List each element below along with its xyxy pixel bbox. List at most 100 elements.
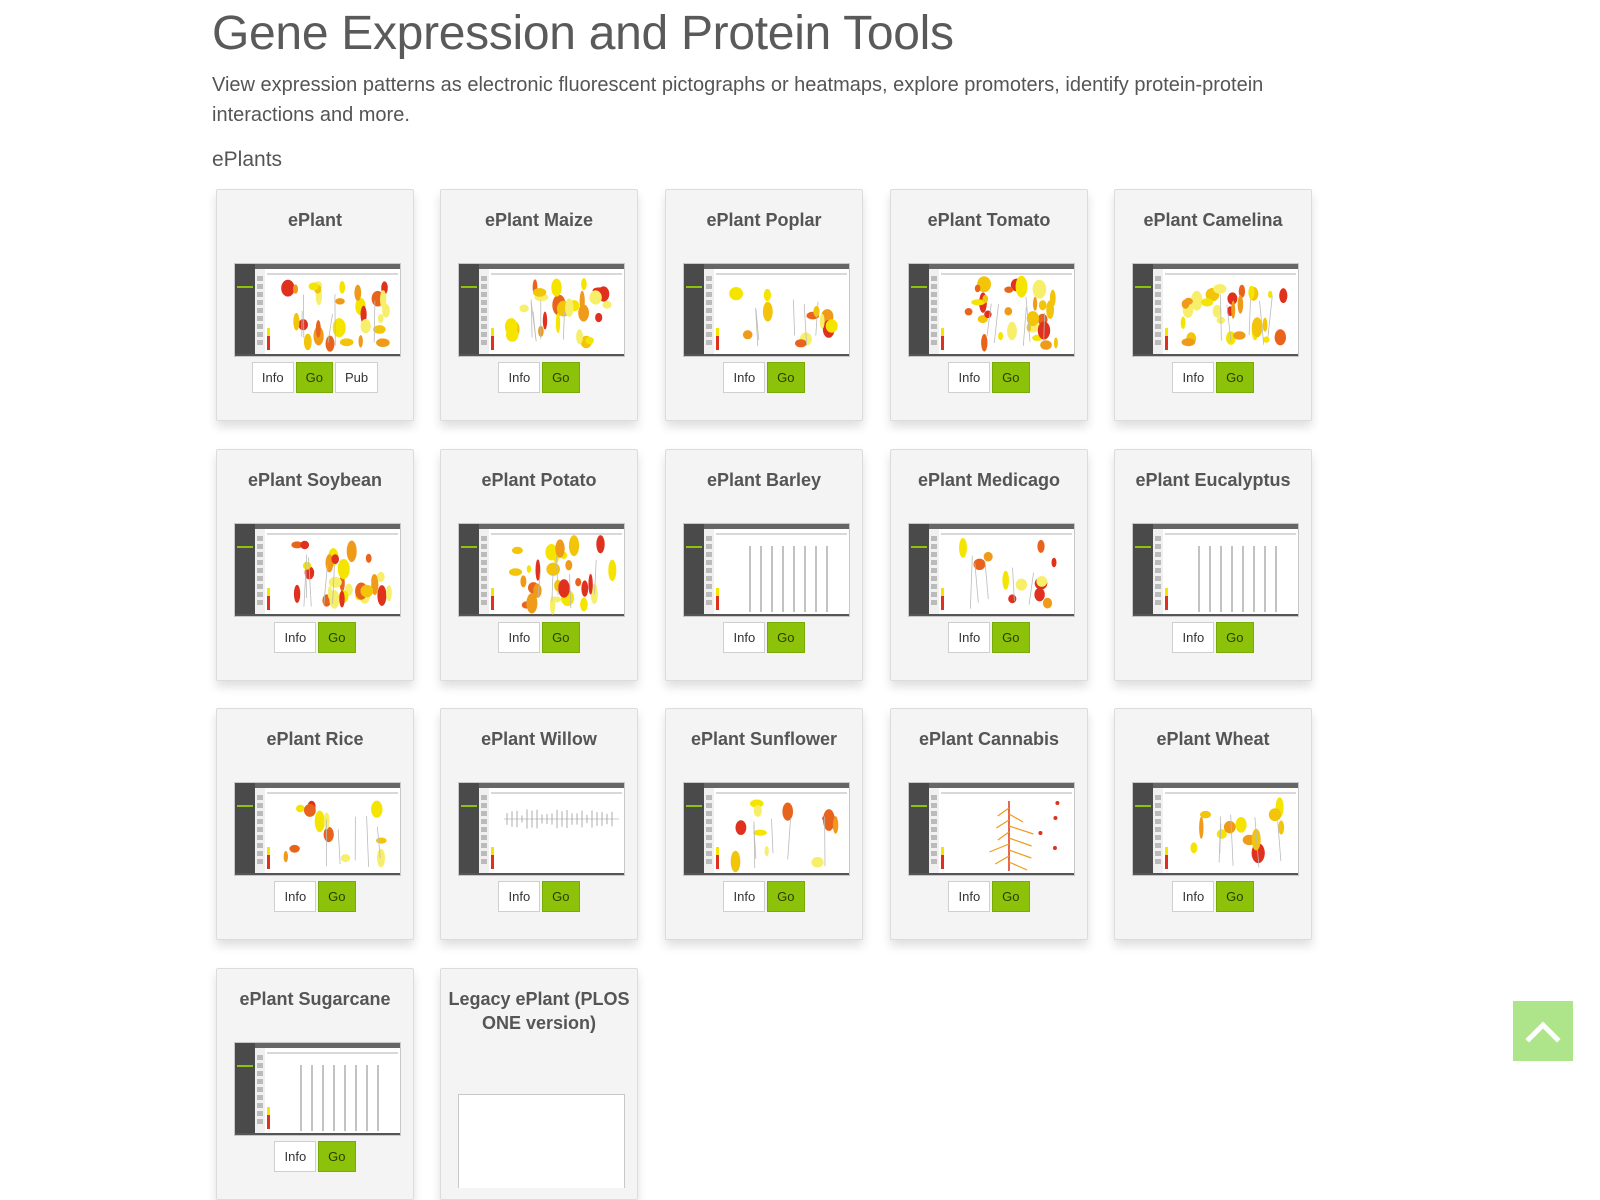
info-button[interactable]: Info <box>1172 362 1214 393</box>
card-thumbnail[interactable] <box>234 782 401 876</box>
card-thumbnail[interactable] <box>683 523 850 617</box>
card-thumbnail[interactable] <box>908 263 1075 357</box>
info-button[interactable]: Info <box>274 881 316 912</box>
card-title: ePlant Maize <box>441 208 637 232</box>
card-thumbnail[interactable] <box>234 523 401 617</box>
card-title: ePlant Willow <box>441 727 637 751</box>
go-button[interactable]: Go <box>296 362 333 393</box>
go-button[interactable]: Go <box>767 622 804 653</box>
go-button[interactable]: Go <box>767 362 804 393</box>
info-button[interactable]: Info <box>498 362 540 393</box>
screenshot-thumbnail <box>909 264 1075 357</box>
screenshot-thumbnail <box>235 524 401 617</box>
card-thumbnail[interactable] <box>1132 263 1299 357</box>
go-button[interactable]: Go <box>542 622 579 653</box>
screenshot-thumbnail <box>235 783 401 876</box>
card-title: ePlant Medicago <box>891 468 1087 492</box>
go-button[interactable]: Go <box>1216 622 1253 653</box>
card-title: Legacy ePlant (PLOS ONE version) <box>441 987 637 1035</box>
info-button[interactable]: Info <box>274 1141 316 1172</box>
go-button[interactable]: Go <box>992 622 1029 653</box>
go-button[interactable]: Go <box>992 881 1029 912</box>
screenshot-thumbnail <box>684 524 850 617</box>
card-thumbnail[interactable] <box>458 523 625 617</box>
screenshot-thumbnail <box>684 264 850 357</box>
go-button[interactable]: Go <box>1216 881 1253 912</box>
info-button[interactable]: Info <box>723 622 765 653</box>
card-thumbnail[interactable] <box>908 782 1075 876</box>
go-button[interactable]: Go <box>992 362 1029 393</box>
card-title: ePlant Rice <box>217 727 413 751</box>
info-button[interactable]: Info <box>948 622 990 653</box>
info-button[interactable]: Info <box>252 362 294 393</box>
card-title: ePlant Potato <box>441 468 637 492</box>
info-button[interactable]: Info <box>723 881 765 912</box>
info-button[interactable]: Info <box>498 881 540 912</box>
card-thumbnail[interactable] <box>234 263 401 357</box>
card-thumbnail[interactable] <box>683 263 850 357</box>
go-button[interactable]: Go <box>318 1141 355 1172</box>
info-button[interactable]: Info <box>498 622 540 653</box>
go-button[interactable]: Go <box>542 881 579 912</box>
go-button[interactable]: Go <box>1216 362 1253 393</box>
card-thumbnail[interactable] <box>908 523 1075 617</box>
card-title: ePlant Soybean <box>217 468 413 492</box>
card-title: ePlant Poplar <box>666 208 862 232</box>
card-thumbnail[interactable] <box>234 1042 401 1136</box>
info-button[interactable]: Info <box>723 362 765 393</box>
card-thumbnail[interactable] <box>458 782 625 876</box>
card-thumbnail[interactable] <box>458 263 625 357</box>
card-title: ePlant Tomato <box>891 208 1087 232</box>
go-button[interactable]: Go <box>318 622 355 653</box>
go-button[interactable]: Go <box>767 881 804 912</box>
card-title: ePlant Sugarcane <box>217 987 413 1011</box>
card-title: ePlant Wheat <box>1115 727 1311 751</box>
info-button[interactable]: Info <box>274 622 316 653</box>
info-button[interactable]: Info <box>948 881 990 912</box>
info-button[interactable]: Info <box>948 362 990 393</box>
info-button[interactable]: Info <box>1172 622 1214 653</box>
screenshot-thumbnail <box>684 783 850 876</box>
card-title: ePlant Eucalyptus <box>1115 468 1311 492</box>
card-thumbnail[interactable] <box>1132 782 1299 876</box>
go-button[interactable]: Go <box>542 362 579 393</box>
screenshot-thumbnail <box>1133 783 1299 876</box>
go-button[interactable]: Go <box>318 881 355 912</box>
card-title: ePlant Sunflower <box>666 727 862 751</box>
info-button[interactable]: Info <box>1172 881 1214 912</box>
card-thumbnail[interactable] <box>1132 523 1299 617</box>
chevron-up-icon <box>1513 1001 1573 1061</box>
card-thumbnail[interactable] <box>683 782 850 876</box>
back-to-top-button[interactable] <box>1513 1001 1573 1061</box>
pub-button[interactable]: Pub <box>335 362 378 393</box>
card-thumbnail[interactable] <box>458 1094 625 1188</box>
